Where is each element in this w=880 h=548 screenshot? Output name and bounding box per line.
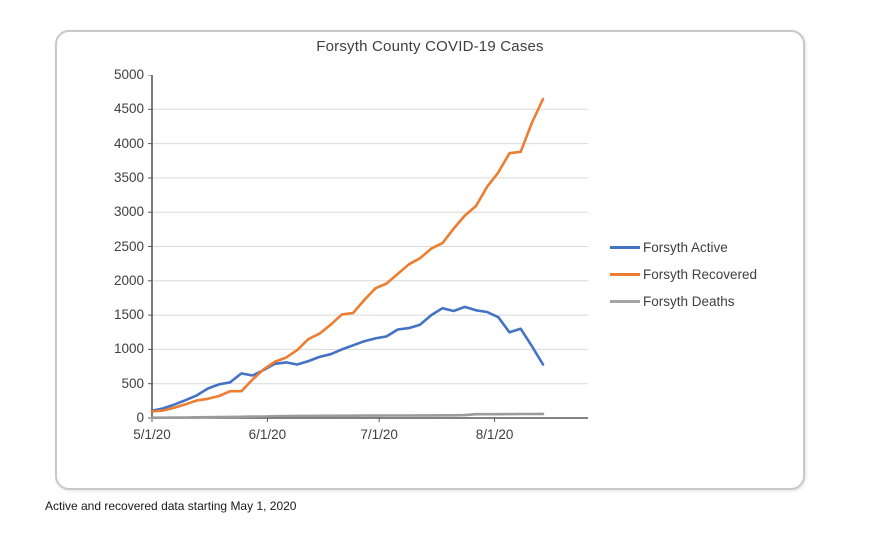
x-axis-label-5-1-20: 5/1/20 <box>133 427 171 442</box>
legend-item-deaths: Forsyth Deaths <box>610 288 757 315</box>
legend-line-active-icon <box>610 246 640 249</box>
x-axis-label-7-1-20: 7/1/20 <box>360 427 398 442</box>
y-axis-label-4500: 4500 <box>113 101 144 117</box>
forsyth-deaths-line-series <box>150 412 545 420</box>
x-axis-label-6-1-20: 6/1/20 <box>248 427 287 442</box>
y-axis-label-3500: 3500 <box>113 169 144 185</box>
legend-label-active: Forsyth Active <box>643 240 728 255</box>
y-axis-label-2000: 2000 <box>113 272 144 288</box>
y-axis-label-5000: 5000 <box>113 67 144 82</box>
y-axis-label-2500: 2500 <box>113 238 144 254</box>
legend-label-recovered: Forsyth Recovered <box>643 267 758 282</box>
y-axis-label-1000: 1000 <box>113 341 144 357</box>
chart-card <box>55 30 805 490</box>
y-axis-label-3000: 3000 <box>113 204 144 220</box>
legend-item-active: Forsyth Active <box>610 234 757 261</box>
legend-label-deaths: Forsyth Deaths <box>643 294 735 309</box>
legend-item-recovered: Forsyth Recovered <box>610 261 757 288</box>
y-axis-label-4000: 4000 <box>113 135 144 151</box>
plot-area <box>148 75 588 422</box>
y-axis-label-0: 0 <box>136 410 144 425</box>
forsyth-recovered-line-series <box>150 97 545 413</box>
chart-title: Forsyth County COVID-19 Cases <box>316 38 544 55</box>
forsyth-active-line-series <box>150 305 545 413</box>
legend-line-recovered-icon <box>610 273 640 276</box>
legend: Forsyth Active Forsyth Recovered Forsyth… <box>610 234 757 315</box>
x-axis-label-8-1-20: 8/1/20 <box>475 427 514 442</box>
y-axis-label-500: 500 <box>121 375 144 391</box>
y-axis-label-1500: 1500 <box>113 307 144 323</box>
legend-line-deaths-icon <box>610 300 640 303</box>
chart-footnote: Active and recovered data starting May 1… <box>45 499 297 513</box>
